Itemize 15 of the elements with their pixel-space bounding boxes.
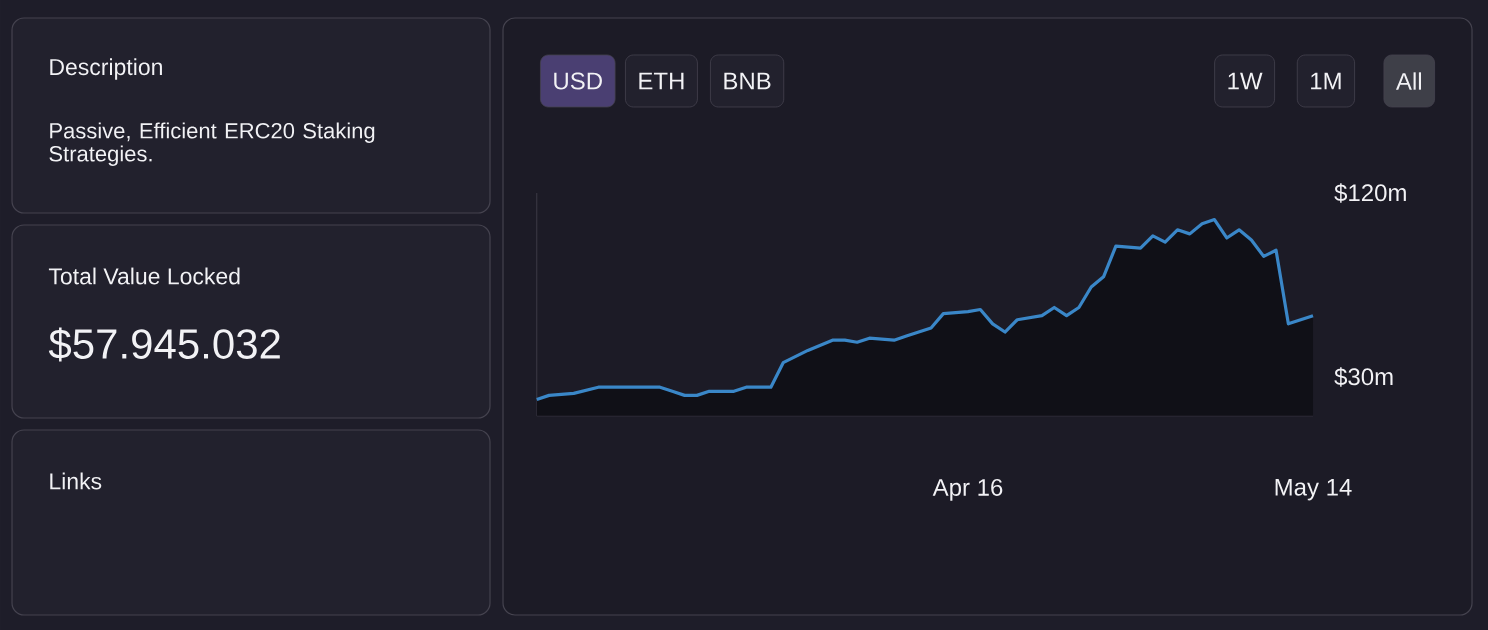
text: USD [554, 72, 602, 90]
text: 1W [1228, 72, 1263, 90]
text: Description [50, 58, 162, 80]
text: ETH [639, 72, 684, 90]
text: 1M [1311, 72, 1341, 90]
text: Passive, Efficient ERC20 Staking Strategies. [49, 122, 375, 166]
y-tick-label: $30m [1334, 367, 1393, 387]
text: Total Value Locked [48, 267, 240, 285]
y-tick-label: $120m [1334, 183, 1406, 203]
x-tick-label: Apr 16 [932, 478, 1003, 501]
x-tick-label: May 14 [1275, 478, 1352, 501]
text: All [1395, 72, 1421, 90]
text: BNB [724, 72, 771, 90]
text: Links [50, 472, 102, 490]
text: $57.945.032 [48, 327, 280, 362]
